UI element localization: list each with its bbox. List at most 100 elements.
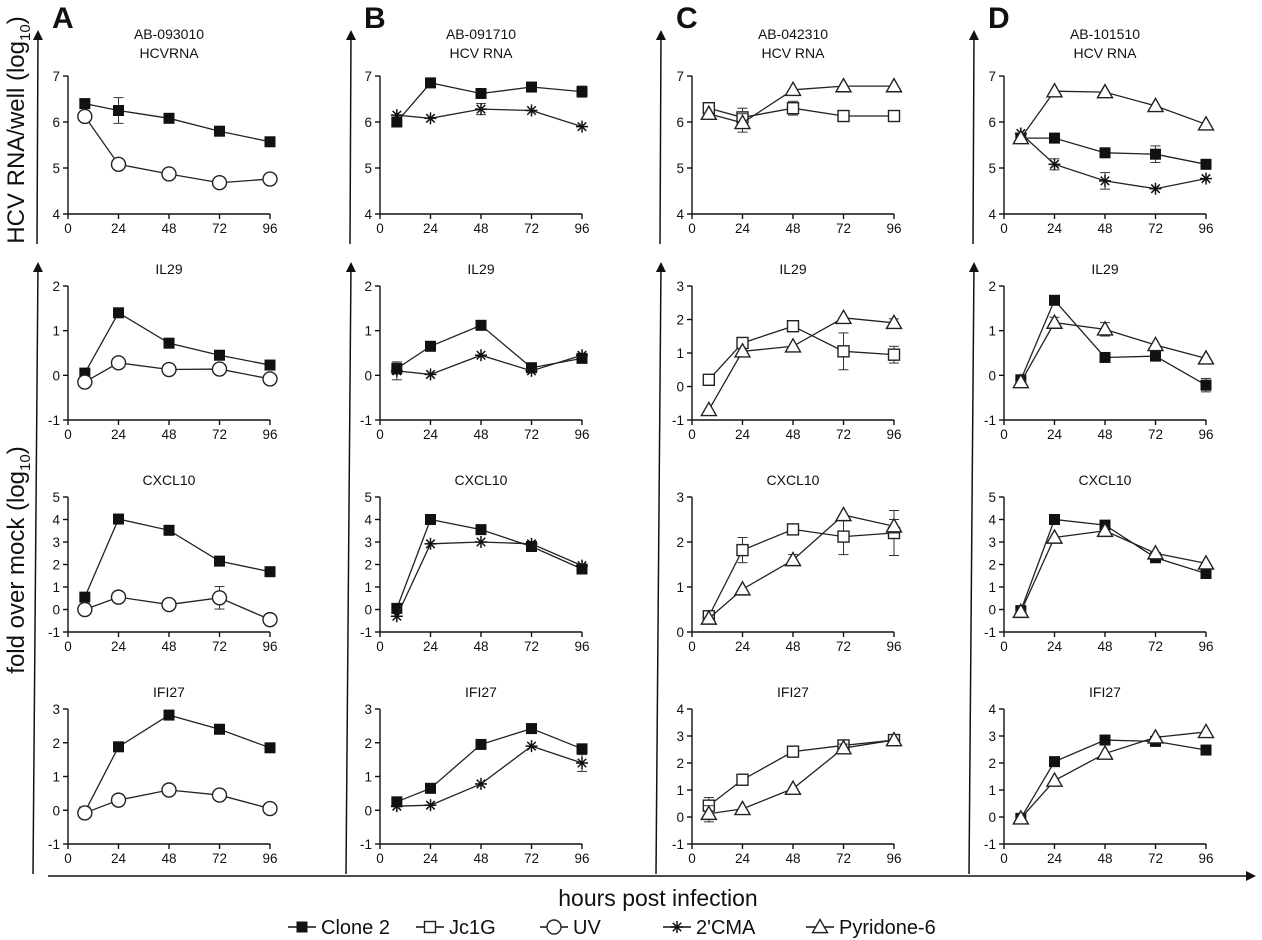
star-stroke [425,369,436,380]
x-tick-label: 24 [1047,639,1063,654]
series-clone-2 [1015,514,1212,617]
y-tick-label: 2 [988,558,996,573]
star-stroke [1150,183,1161,194]
data-point-open-triangle [733,799,752,816]
data-point-open-triangle [1012,809,1030,825]
data-point-star [576,559,588,572]
y-tick-label: -1 [984,625,996,640]
column-b: B [345,2,386,875]
panel-title: IFI27 [465,684,497,700]
data-point-open-triangle [885,77,903,93]
star-stroke [392,366,402,376]
series-line [1020,299,1207,386]
y-tick-label: 7 [52,69,60,84]
data-point-filled-square [1049,132,1060,144]
data-point-open-triangle [733,342,752,358]
data-point-filled-square [1099,147,1111,159]
series-clone-2 [391,77,588,128]
y-tick-label: 3 [52,535,60,550]
data-point-open-triangle [834,77,853,93]
y-tick-label: 1 [988,324,996,339]
y-tick-label: 3 [52,702,60,717]
chart-panel-b-3: IFI27 -1 0 1 2 3 0 24 48 72 96 [360,684,590,866]
hcv-rna-axis-arrow [968,30,979,245]
data-point-open-circle [262,371,278,387]
panel-rna-title: HCVRNA [139,45,199,61]
data-point-star [576,757,588,769]
x-tick-label: 96 [262,221,277,236]
series-pyridone-6 [1012,313,1215,389]
data-point-filled-square [425,514,436,525]
data-point-open-triangle [1146,544,1165,560]
x-tick-label: 0 [1000,639,1008,654]
data-point-open-circle [77,805,93,821]
data-point-open-triangle [784,551,802,567]
series-pyridone-6 [700,77,903,133]
data-point-open-triangle [1045,313,1064,329]
x-tick-label: 96 [262,639,277,654]
data-point-open-circle [110,589,127,605]
y-tick-label: 0 [676,810,684,825]
y-tick-label: 4 [364,207,372,222]
data-point-open-triangle [1146,96,1165,113]
column-d: D [968,2,1010,875]
data-point-open-square [837,530,850,543]
x-tick-label: 72 [836,851,851,866]
data-point-open-square [786,101,800,115]
star-stroke [476,779,486,789]
data-point-open-triangle [1045,82,1064,98]
series-jc1g [702,320,901,386]
data-point-open-circle [161,596,177,613]
y-tick-label: -1 [360,413,372,428]
chart-panel-a-3: IFI27 -1 0 1 2 3 0 24 48 72 96 [48,684,278,866]
data-point-open-triangle [885,313,903,330]
data-point-open-circle [77,601,93,618]
data-point-open-triangle [733,114,752,130]
y-tick-label: 3 [676,279,684,294]
data-point-open-circle [211,175,228,191]
y-tick-label: -1 [360,837,372,852]
data-point-filled-square [214,125,225,137]
data-point-open-triangle [811,918,829,934]
x-tick-label: 96 [886,221,901,236]
data-point-filled-square [264,359,276,371]
star-stroke [392,801,402,811]
y-tick-label: -1 [984,413,996,428]
x-tick-label: 0 [376,221,384,236]
hcv-rna-axis-arrow [345,30,356,245]
data-point-open-triangle [733,580,752,596]
data-point-open-square [786,745,800,758]
x-tick-label: 96 [886,639,901,654]
legend: Clone 2 Jc1G UV 2'CMA Pyridone-6 [288,917,936,939]
x-tick-label: 96 [1198,639,1213,654]
data-point-filled-square [1200,158,1212,170]
series-uv [77,108,278,191]
data-point-open-triangle [700,804,718,821]
series-clone-2 [79,709,276,818]
fold-axis-arrow [345,262,356,875]
y-tick-label: 0 [676,380,684,395]
series-uv [77,782,278,821]
data-point-star [576,120,588,133]
panel-letter: D [988,2,1010,35]
x-tick-label: 24 [111,221,127,236]
data-point-star [525,104,538,117]
legend-label: Jc1G [449,917,496,939]
data-point-filled-square [526,81,537,93]
data-point-open-triangle [1197,554,1215,570]
x-axis-label: hours post infection [558,885,757,911]
x-tick-label: 96 [1198,851,1213,866]
x-tick-label: 0 [688,221,696,236]
data-point-star [1200,172,1212,185]
data-point-open-square [786,523,800,536]
star-stroke [526,366,537,376]
x-tick-label: 48 [1097,639,1112,654]
series-clone-2 [1015,294,1212,393]
data-point-star [1099,174,1111,187]
data-point-filled-square [1200,568,1212,579]
y-tick-label: 1 [988,783,996,798]
series-line [84,518,271,598]
data-point-star [424,112,437,125]
series-line [396,324,583,370]
